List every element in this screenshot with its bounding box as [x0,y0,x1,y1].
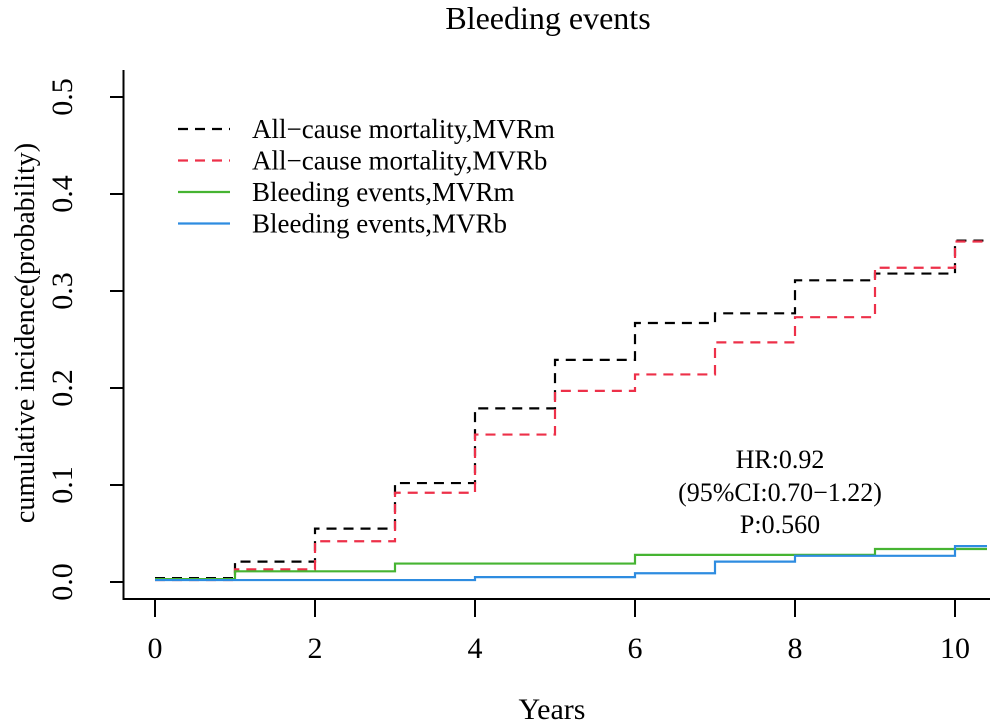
series-curves [155,239,987,582]
y-tick-label: 0.2 [46,369,79,407]
x-tick-label: 2 [308,632,323,665]
legend-label: All−cause mortality,MVRb [252,146,547,176]
y-tick-label: 0.3 [46,272,79,310]
x-tick-label: 10 [940,632,970,665]
x-axis-ticks: 0 2 4 6 8 10 [148,599,970,665]
legend-label: Bleeding events,MVRb [252,209,507,239]
legend-label: All−cause mortality,MVRm [252,114,555,144]
x-tick-label: 0 [148,632,163,665]
x-tick-label: 4 [468,632,483,665]
legend-item: All−cause mortality,MVRb [178,146,547,176]
x-tick-label: 6 [628,632,643,665]
legend-item: Bleeding events,MVRb [178,209,507,239]
y-tick-label: 0.4 [46,175,79,213]
annotation-p: P:0.560 [740,510,820,539]
y-axis-ticks: 0.0 0.1 0.2 0.3 0.4 0.5 [46,78,123,601]
annotation-hr: HR:0.92 [736,445,825,474]
legend-label: Bleeding events,MVRm [252,177,514,207]
series-line-0 [155,239,987,580]
x-tick-label: 8 [788,632,803,665]
y-axis-title: cumulative incidence(probability) [10,143,41,523]
annotation-ci: (95%CI:0.70−1.22) [678,478,882,507]
y-tick-label: 0.1 [46,466,79,504]
y-tick-label: 0.0 [46,563,79,601]
series-line-3 [155,545,987,582]
y-tick-label: 0.5 [46,78,79,116]
hr-annotation: HR:0.92 (95%CI:0.70−1.22) P:0.560 [678,445,882,539]
x-axis-title: Years [519,693,586,725]
legend-item: All−cause mortality,MVRm [178,114,555,144]
series-line-2 [155,547,987,581]
series-line-1 [155,240,987,582]
legend-item: Bleeding events,MVRm [178,177,514,207]
chart-title: Bleeding events [445,0,650,36]
